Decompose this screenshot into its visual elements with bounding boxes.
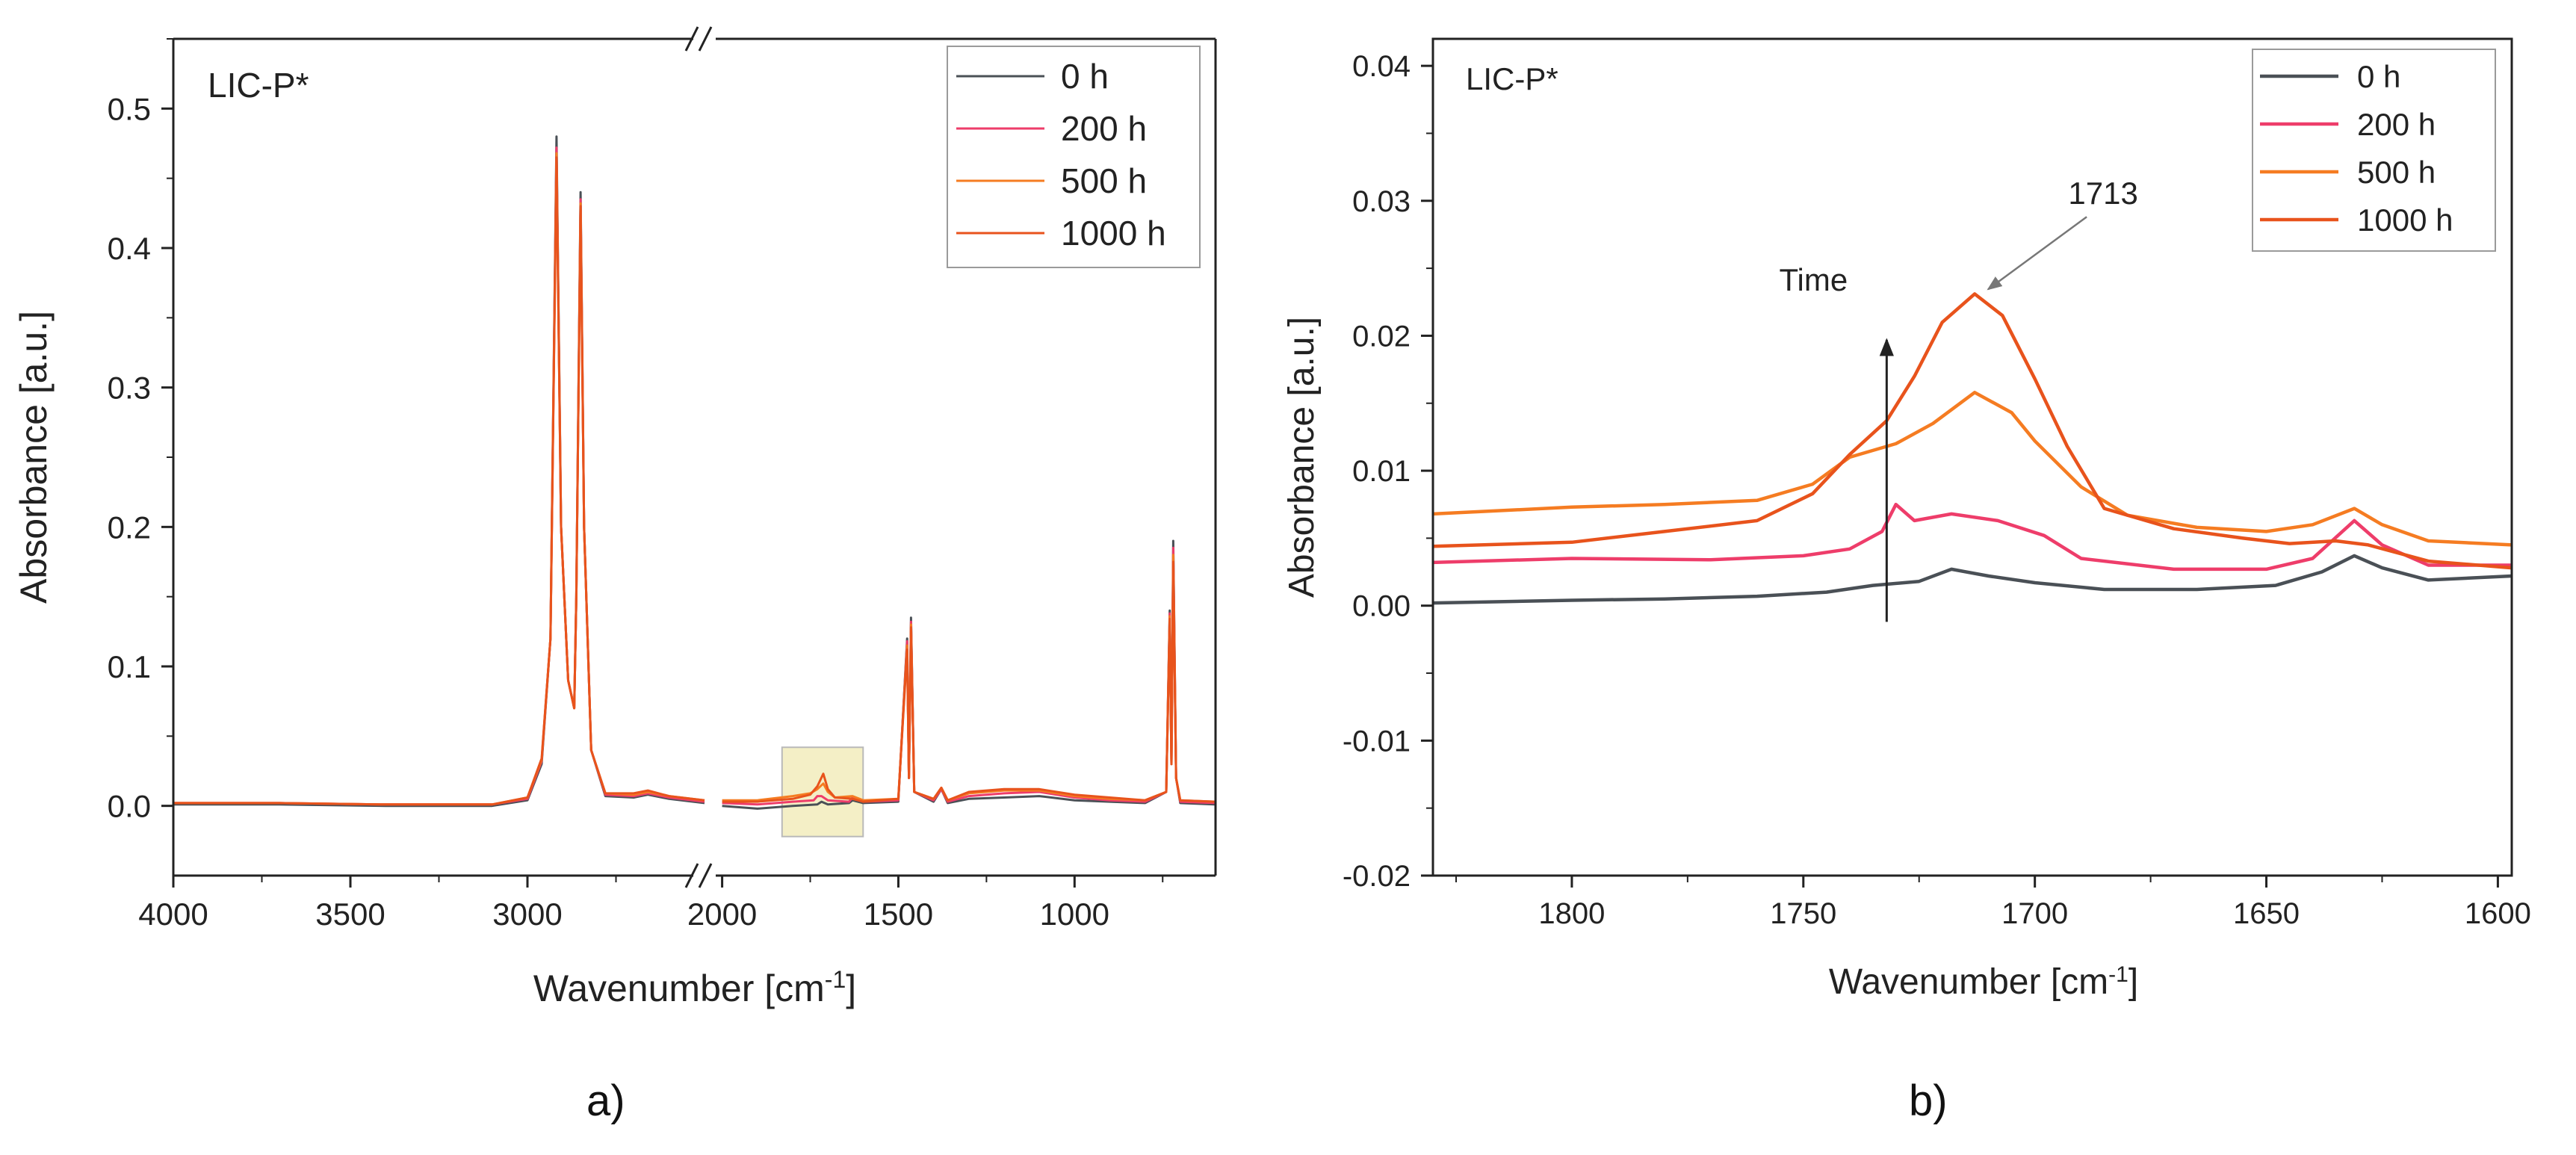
caption-b: b) <box>1909 1077 1948 1125</box>
a-y-tick-label: 0.1 <box>108 649 151 684</box>
break-mark <box>684 863 699 888</box>
b-chart-title: LIC-P* <box>1466 61 1558 96</box>
a-y-tick-label: 0.3 <box>108 371 151 406</box>
b-x-tick-label: 1650 <box>2233 897 2300 930</box>
b-x-tick-label: 1750 <box>1770 897 1836 930</box>
b-series-0h <box>1432 554 2512 605</box>
caption-a: a) <box>586 1077 625 1125</box>
b-y-tick-label: 0.01 <box>1352 455 1411 488</box>
a-chart-title: LIC-P* <box>208 66 309 105</box>
a-x-label-end: ] <box>846 967 856 1009</box>
b-y-tick-label: 0.02 <box>1352 320 1411 353</box>
a-seg1-series-500h <box>173 152 705 806</box>
peak-label: 1713 <box>2068 176 2137 211</box>
b-legend-box <box>2252 49 2496 252</box>
b-series-500h <box>1432 391 2512 547</box>
axis-break-top <box>684 26 713 52</box>
b-x-tick-label: 1700 <box>2001 897 2068 930</box>
b-legend-label-200h: 200 h <box>2357 107 2436 142</box>
b-x-label-main: Wavenumber [cm <box>1829 962 2108 1002</box>
a-legend-label-0h: 0 h <box>1061 57 1109 96</box>
a-y-axis-label: Absorbance [a.u.] <box>13 311 55 604</box>
b-legend-label-500h: 500 h <box>2357 155 2436 190</box>
a-x-tick-label: 4000 <box>138 897 208 932</box>
highlight-box <box>781 746 864 837</box>
a-x-tick-label: 1000 <box>1040 897 1109 932</box>
chart-b: -0.02 -0.01 0.00 0.01 0.02 0.03 0.04 1800 1750 17… <box>1282 37 2531 1003</box>
time-label: Time <box>1779 262 1848 297</box>
b-series-200h <box>1432 502 2512 572</box>
a-y-tick-label: 0.5 <box>108 91 151 126</box>
b-x-label-end: ] <box>2128 962 2138 1002</box>
break-mark <box>698 26 713 52</box>
a-x-tick-label: 3500 <box>315 897 385 932</box>
a-legend: 0 h 200 h 500 h 1000 h <box>947 46 1201 268</box>
a-legend-label-1000h: 1000 h <box>1061 214 1166 253</box>
a-seg2-series-1000h <box>722 560 1216 803</box>
panel-a: 0.0 0.1 0.2 0.3 0.4 0.5 4000 3500 3000 2000 1500 10… <box>0 0 1270 1155</box>
b-y-tick-label: -0.01 <box>1343 725 1411 758</box>
b-x-axis-label: Wavenumber [cm-1] <box>1829 962 2138 1003</box>
panel-b: -0.02 -0.01 0.00 0.01 0.02 0.03 0.04 1800 1750 17… <box>1270 0 2576 1155</box>
break-mark <box>684 26 699 52</box>
a-seg1-series-200h <box>173 146 705 806</box>
b-x-tick-label: 1600 <box>2465 897 2531 930</box>
chart-a: 0.0 0.1 0.2 0.3 0.4 0.5 4000 3500 3000 2000 1500 10… <box>13 26 1217 1009</box>
a-seg1-series-1000h <box>173 156 705 806</box>
b-x-label-sup: -1 <box>2108 962 2128 987</box>
b-series-1000h <box>1432 292 2512 570</box>
a-y-tick-label: 0.0 <box>108 789 151 824</box>
a-x-label-sup: -1 <box>825 966 846 993</box>
a-x-tick-label: 2000 <box>687 897 757 932</box>
b-y-tick-label: -0.02 <box>1343 860 1411 893</box>
b-y-tick-label: 0.03 <box>1352 185 1411 218</box>
break-mark <box>698 863 713 888</box>
a-x-axis-label: Wavenumber [cm-1] <box>533 966 856 1009</box>
b-x-tick-label: 1800 <box>1538 897 1605 930</box>
a-x-tick-label: 3000 <box>492 897 562 932</box>
a-y-tick-label: 0.2 <box>108 510 151 545</box>
a-x-tick-label: 1500 <box>864 897 933 932</box>
b-y-axis-label: Absorbance [a.u.] <box>1282 317 1322 598</box>
a-y-tick-label: 0.4 <box>108 231 151 266</box>
a-seg2-series-200h <box>722 546 1216 806</box>
peak-arrow <box>1987 216 2087 291</box>
axis-break-bottom <box>684 863 713 888</box>
a-x-label-main: Wavenumber [cm <box>533 967 825 1009</box>
a-seg1-series-0h <box>173 135 705 808</box>
b-y-tick-label: 0.00 <box>1352 590 1411 623</box>
b-y-tick-label: 0.04 <box>1352 50 1411 83</box>
a-legend-label-200h: 200 h <box>1061 109 1147 148</box>
a-legend-box <box>947 46 1201 268</box>
b-legend-label-0h: 0 h <box>2357 59 2400 94</box>
a-legend-label-500h: 500 h <box>1061 161 1147 200</box>
b-frame <box>1431 37 2513 877</box>
b-legend-label-1000h: 1000 h <box>2357 202 2453 238</box>
b-legend: 0 h 200 h 500 h 1000 h <box>2252 49 2496 252</box>
